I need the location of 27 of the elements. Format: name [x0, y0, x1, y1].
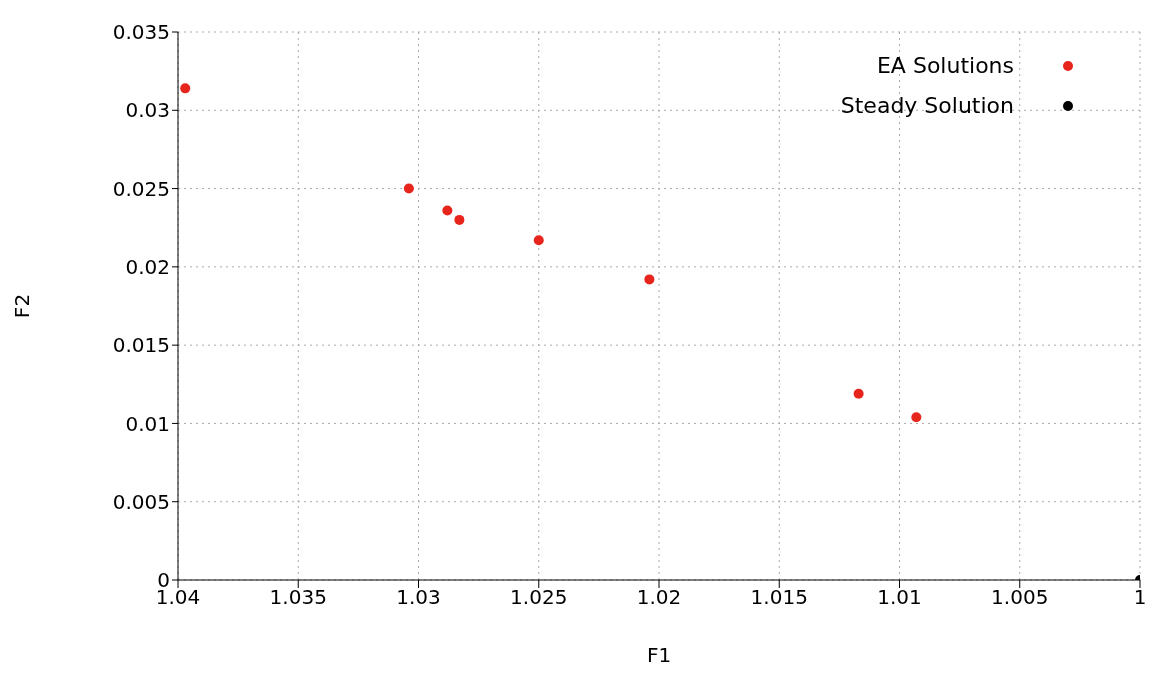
x-tick-label: 1.025	[510, 585, 568, 610]
legend-label: EA Solutions	[876, 52, 1014, 80]
x-tick-label: 1.015	[750, 585, 808, 610]
x-tick-label: 1.01	[877, 585, 922, 610]
y-tick-label: 0.035	[112, 20, 170, 45]
x-tick-label: 1.03	[396, 585, 441, 610]
x-tick-label: 1.005	[991, 585, 1049, 610]
y-tick-label: 0.025	[112, 176, 170, 201]
y-tick-label: 0.015	[112, 333, 170, 358]
legend-label: Steady Solution	[840, 92, 1014, 120]
point	[644, 274, 655, 285]
point	[442, 205, 453, 216]
point	[180, 83, 191, 94]
y-tick-label: 0.02	[125, 254, 170, 279]
point	[403, 183, 414, 194]
x-tick-label: 1.035	[269, 585, 327, 610]
y-tick-label: 0.01	[125, 411, 170, 436]
point	[454, 214, 465, 225]
x-tick-label: 1	[1133, 585, 1147, 610]
point	[533, 235, 544, 246]
y-tick-label: 0.005	[112, 489, 170, 514]
point	[911, 412, 922, 423]
point	[853, 388, 864, 399]
y-axis-title: F2	[10, 293, 35, 319]
x-tick-label: 1.02	[636, 585, 682, 610]
y-tick-label: 0.03	[125, 98, 170, 123]
x-axis-title: F1	[646, 643, 672, 667]
